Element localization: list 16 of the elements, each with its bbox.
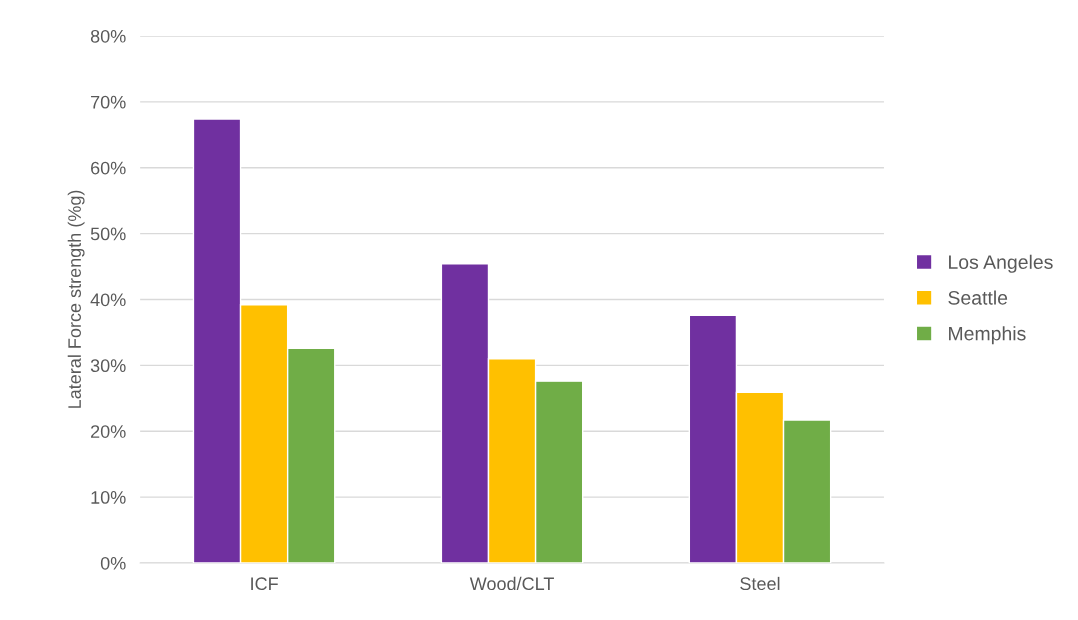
- y-tick-label: 20%: [91, 425, 126, 438]
- x-tick-label: Wood/CLT: [469, 576, 554, 591]
- y-tick-label: 50%: [90, 227, 126, 241]
- legend-label: Seattle: [948, 290, 1008, 305]
- y-axis-title: Lateral Force strength (%g): [67, 190, 85, 408]
- y-tick-label: 10%: [91, 491, 126, 504]
- y-tick-label: 40%: [90, 293, 126, 307]
- y-tick-label: 80%: [90, 29, 126, 43]
- x-tick-label: Steel: [740, 576, 780, 591]
- x-tick-label: ICF: [251, 577, 278, 591]
- y-tick-label: 70%: [91, 95, 126, 109]
- y-tick-label: 60%: [91, 161, 126, 175]
- y-tick-label: 30%: [90, 359, 126, 373]
- y-tick-label: 0%: [100, 556, 126, 570]
- legend-label: Los Angeles: [949, 254, 1053, 273]
- legend-label: Memphis: [949, 326, 1026, 345]
